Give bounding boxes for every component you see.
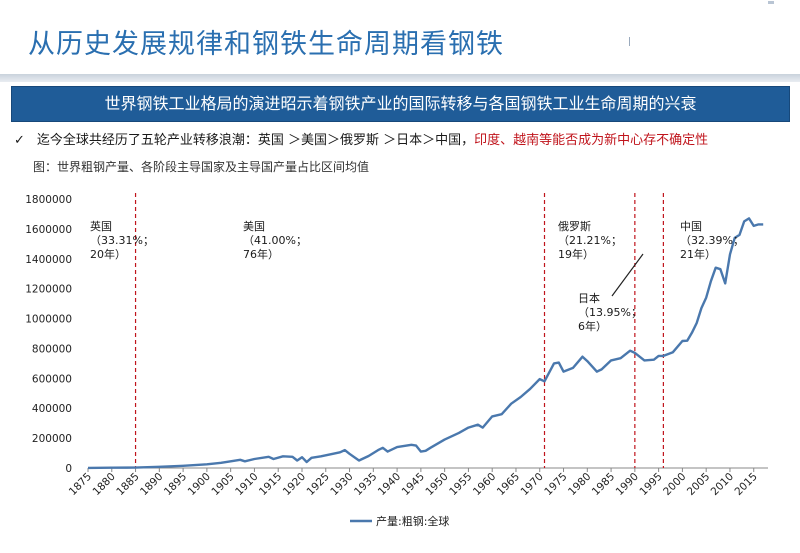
annotation-country: 英国 bbox=[90, 219, 112, 233]
x-tick-label: 1980 bbox=[566, 471, 593, 498]
x-tick-label: 1880 bbox=[91, 471, 118, 498]
x-tick-label: 1965 bbox=[495, 471, 522, 498]
bullet-highlight: 印度、越南等能否成为新中心存不确定性 bbox=[474, 133, 709, 148]
annotation-country: 日本 bbox=[578, 291, 600, 305]
section-banner: 世界钢铁工业格局的演进昭示着钢铁产业的国际转移与各国钢铁工业生命周期的兴衰 bbox=[11, 86, 790, 122]
x-tick-label: 1955 bbox=[447, 471, 474, 498]
y-tick-label: 1200000 bbox=[25, 284, 72, 296]
annotation-detail: （13.95%； bbox=[578, 306, 642, 319]
x-tick-label: 1920 bbox=[281, 471, 308, 498]
x-tick-label: 1905 bbox=[209, 471, 236, 498]
x-tick-label: 1990 bbox=[614, 471, 641, 498]
annotation-country: 美国 bbox=[243, 220, 265, 233]
y-tick-label: 800000 bbox=[32, 343, 72, 355]
slide-title: 从历史发展规律和钢铁生命周期看钢铁 bbox=[28, 29, 504, 60]
title-tick-mark bbox=[629, 37, 630, 46]
x-tick-label: 1930 bbox=[328, 471, 355, 498]
annotation-pointer bbox=[611, 253, 644, 297]
x-tick-label: 1975 bbox=[542, 471, 569, 498]
x-tick-label: 1900 bbox=[186, 471, 213, 498]
series-line bbox=[87, 217, 764, 470]
period-dividers bbox=[134, 193, 664, 468]
y-tick-label: 1800000 bbox=[25, 194, 72, 206]
x-tick-label: 1945 bbox=[400, 471, 427, 498]
x-tick-label: 1940 bbox=[376, 471, 403, 498]
annotation-detail: 6年） bbox=[578, 319, 607, 333]
annotations-layer: 英国（33.31%；20年） 美国（41.00%；76年） 俄罗斯（21.21%；1… bbox=[90, 219, 744, 333]
annotation-detail: （21.21%； bbox=[558, 234, 622, 247]
annotation-country: 中国 bbox=[680, 220, 702, 233]
x-tick-label: 1925 bbox=[304, 471, 331, 498]
x-tick-label: 2015 bbox=[732, 471, 759, 498]
x-tick-label: 1890 bbox=[138, 471, 165, 498]
x-tick-label: 1960 bbox=[471, 471, 498, 498]
annotation-detail: 19年） bbox=[558, 247, 594, 261]
y-tick-label: 600000 bbox=[32, 373, 72, 385]
x-tick-label: 1970 bbox=[518, 471, 545, 498]
x-tick-label: 1910 bbox=[233, 471, 260, 498]
y-tick-label: 1600000 bbox=[25, 224, 72, 236]
annotation-detail: 76年） bbox=[243, 247, 279, 261]
x-tick-label: 1985 bbox=[590, 471, 617, 498]
x-tick-label: 2005 bbox=[685, 471, 712, 498]
legend-label: 产量:粗钢:全球 bbox=[376, 514, 449, 528]
x-tick-label: 1995 bbox=[637, 471, 664, 498]
bullet-text: 迄今全球共经历了五轮产业转移浪潮：英国 ＞美国＞俄罗斯 ＞日本＞中国， bbox=[36, 133, 475, 148]
chart-legend: 产量:粗钢:全球 bbox=[350, 514, 449, 528]
annotation-country: 俄罗斯 bbox=[558, 220, 591, 233]
annotation-detail: 20年） bbox=[90, 247, 126, 261]
annotation-detail: （33.31%； bbox=[90, 234, 154, 247]
x-tick-label: 2000 bbox=[661, 471, 688, 498]
y-tick-label: 1000000 bbox=[25, 314, 72, 326]
corner-mark bbox=[768, 1, 774, 4]
annotation-detail: （41.00%； bbox=[243, 234, 307, 247]
annotation-detail: 21年） bbox=[680, 247, 716, 261]
x-tick-label: 2010 bbox=[709, 471, 736, 498]
chart-caption: 图：世界粗钢产量、各阶段主导国家及主导国产量占比区间均值 bbox=[33, 160, 370, 174]
title-divider-bar bbox=[0, 74, 800, 82]
x-tick-label: 1885 bbox=[114, 471, 141, 498]
y-tick-label: 200000 bbox=[32, 433, 72, 445]
x-tick-label: 1950 bbox=[423, 471, 450, 498]
x-tick-label: 1895 bbox=[162, 471, 189, 498]
y-tick-label: 400000 bbox=[32, 403, 72, 415]
annotation-detail: （32.39%； bbox=[680, 234, 744, 247]
checkmark-icon: ✓ bbox=[14, 133, 25, 148]
series-layer bbox=[87, 217, 764, 470]
x-tick-label: 1935 bbox=[352, 471, 379, 498]
bullet-point: ✓ 迄今全球共经历了五轮产业转移浪潮：英国 ＞美国＞俄罗斯 ＞日本＞中国，印度、越… bbox=[14, 129, 708, 148]
y-tick-label: 1400000 bbox=[25, 254, 72, 266]
x-tick-label: 1915 bbox=[257, 471, 284, 498]
y-tick-label: 0 bbox=[65, 463, 72, 475]
